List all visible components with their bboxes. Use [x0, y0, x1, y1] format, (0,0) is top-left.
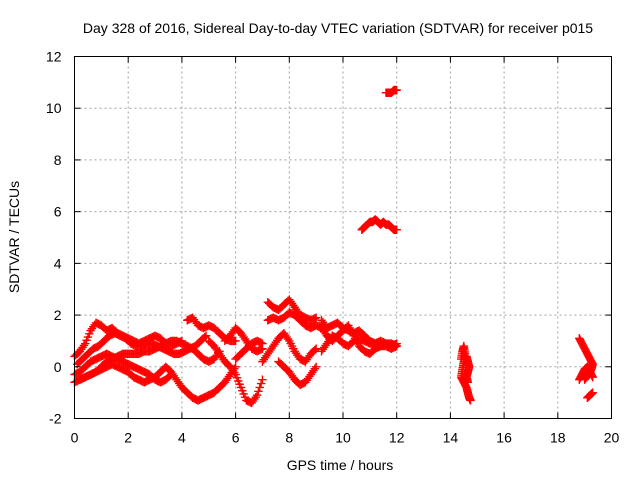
y-tick-label: 12: [46, 49, 62, 65]
data-point: [231, 336, 240, 346]
series-track-07: [204, 336, 267, 408]
series-track-09: [231, 336, 267, 364]
series-track-16: [357, 215, 401, 234]
series-track-06: [183, 313, 240, 346]
x-tick-label: 0: [71, 430, 79, 446]
x-tick-label: 20: [604, 430, 620, 446]
data-point: [201, 331, 211, 340]
data-points: [70, 85, 597, 408]
y-tick-label: 10: [46, 100, 62, 116]
data-point: [252, 391, 262, 400]
data-point: [392, 85, 401, 95]
y-tick-label: 6: [54, 204, 62, 220]
x-tick-label: 12: [389, 430, 405, 446]
data-point: [258, 375, 267, 384]
data-point: [392, 225, 401, 234]
x-tick-label: 10: [335, 430, 351, 446]
y-tick-label: 0: [54, 359, 62, 375]
x-tick-label: 16: [496, 430, 512, 446]
data-point: [232, 373, 242, 382]
data-point: [311, 344, 321, 353]
x-tick-labels: 0 2 4 6 8 10 12 14 16 18 20: [71, 430, 620, 446]
series-track-15: [317, 331, 401, 356]
series-track-17: [381, 85, 401, 97]
series-track-22: [583, 388, 597, 403]
series-track-05: [70, 360, 240, 405]
data-point: [258, 339, 267, 348]
data-point: [588, 372, 597, 382]
data-point: [392, 339, 401, 348]
data-point: [236, 383, 246, 392]
x-tick-label: 4: [178, 430, 186, 446]
x-tick-label: 2: [124, 430, 132, 446]
data-point: [238, 386, 247, 395]
y-tick-label: 8: [54, 152, 62, 168]
x-tick-label: 8: [285, 430, 293, 446]
y-tick-label: 4: [54, 255, 62, 271]
data-point: [463, 378, 473, 387]
data-point: [234, 376, 243, 386]
x-tick-label: 18: [550, 430, 566, 446]
y-axis-label: SDTVAR / TECUs: [6, 181, 22, 293]
data-point: [588, 388, 597, 397]
axis-ticks: [74, 56, 612, 419]
series-track-13: [274, 357, 321, 390]
data-point: [239, 389, 248, 399]
y-tick-label: 2: [54, 307, 62, 323]
data-point: [256, 379, 266, 388]
data-point: [466, 396, 475, 405]
data-point: [235, 380, 244, 389]
data-point: [255, 383, 264, 392]
grid: [74, 56, 612, 419]
x-axis-label: GPS time / hours: [287, 457, 394, 473]
data-point: [82, 336, 91, 345]
data-point: [311, 313, 321, 322]
data-point: [310, 345, 320, 355]
x-tick-label: 14: [443, 430, 459, 446]
data-point: [311, 362, 321, 371]
chart-title: Day 328 of 2016, Sidereal Day-to-day VTE…: [83, 20, 593, 36]
series-track-12: [258, 328, 321, 366]
y-tick-labels: -2 0 2 4 6 8 10 12: [46, 49, 62, 427]
data-point: [231, 370, 240, 379]
data-point: [81, 339, 90, 348]
series-track-19: [462, 352, 474, 387]
data-point: [83, 332, 93, 342]
series-track-21: [575, 362, 597, 384]
x-tick-label: 6: [232, 430, 240, 446]
data-point: [85, 329, 94, 339]
y-tick-label: -2: [49, 411, 62, 427]
data-point: [200, 332, 209, 342]
data-point: [254, 387, 263, 396]
series-track-02: [72, 328, 211, 369]
